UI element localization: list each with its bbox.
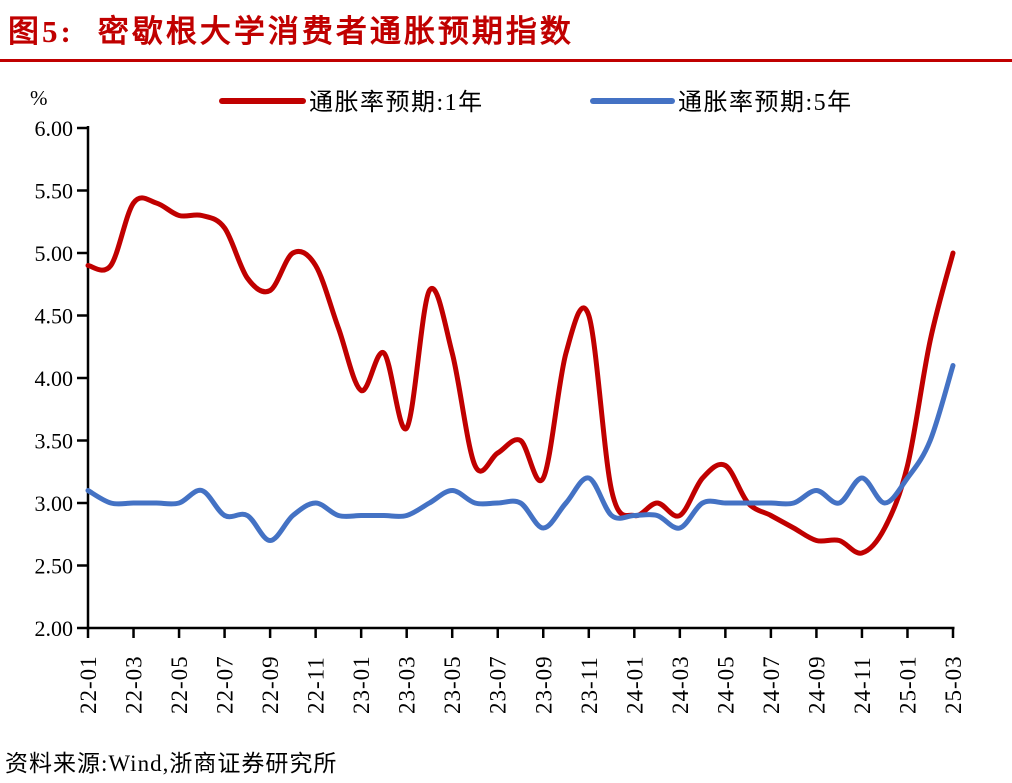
x-tick-label: 23-01 (349, 655, 374, 714)
x-tick-label: 23-09 (531, 655, 556, 714)
series-line-5y (85, 363, 956, 543)
x-tick-label: 24-07 (759, 655, 784, 714)
x-tick-label: 23-05 (440, 655, 465, 714)
x-tick-label: 22-09 (258, 655, 283, 714)
figure-title-text: 密歇根大学消费者通胀预期指数 (97, 14, 574, 49)
x-tick-label: 24-05 (713, 655, 738, 714)
y-tick-label: 2.00 (35, 616, 74, 641)
y-tick-label: 3.50 (35, 429, 74, 454)
y-tick-label: 4.50 (35, 304, 74, 329)
y-tick-label: 3.00 (35, 491, 74, 516)
x-tick-label: 22-07 (213, 655, 238, 714)
x-tick-label: 23-11 (577, 656, 602, 714)
legend-label-1y: 通胀率预期:1年 (309, 89, 484, 116)
x-tick-label: 24-01 (622, 655, 647, 714)
x-tick-label: 25-03 (941, 655, 966, 714)
y-tick-label: 4.00 (35, 366, 74, 391)
x-tick-label: 22-05 (167, 655, 192, 714)
series-line-1y (85, 195, 956, 556)
x-tick-label: 23-07 (486, 655, 511, 714)
y-tick-label: 6.00 (35, 116, 74, 141)
y-tick-label: 2.50 (35, 554, 74, 579)
y-axis-unit-label: % (30, 86, 48, 110)
figure-title: 图5: 密歇根大学消费者通胀预期指数 (8, 6, 574, 51)
x-tick-label: 23-03 (395, 655, 420, 714)
y-tick-label: 5.00 (35, 241, 74, 266)
x-tick-label: 24-03 (668, 655, 693, 714)
legend-label-5y: 通胀率预期:5年 (678, 89, 853, 116)
x-tick-label: 24-09 (804, 655, 829, 714)
y-tick-label: 5.50 (35, 179, 74, 204)
x-tick-label: 24-11 (850, 656, 875, 714)
title-divider-rule (0, 59, 1012, 62)
x-tick-label: 22-11 (304, 656, 329, 714)
x-tick-label: 22-03 (122, 655, 147, 714)
x-tick-label: 25-01 (895, 655, 920, 714)
x-tick-label: 22-01 (76, 655, 101, 714)
figure-label: 图5: (8, 14, 74, 49)
source-line: 资料来源:Wind,浙商证券研究所 (5, 751, 338, 776)
